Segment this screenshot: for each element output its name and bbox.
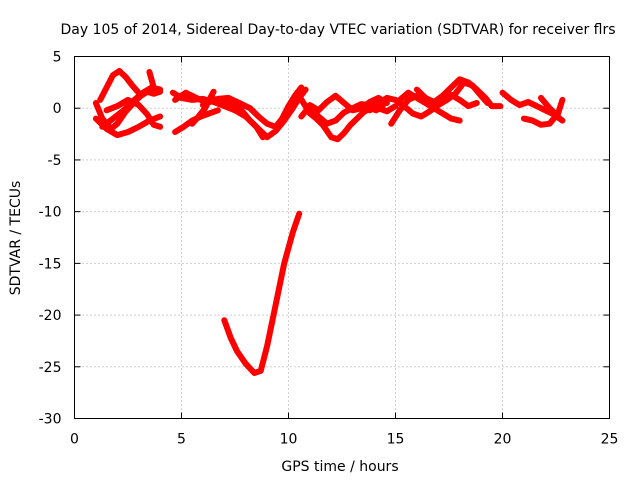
- x-tick-label: 0: [70, 432, 79, 448]
- chart-title: Day 105 of 2014, Sidereal Day-to-day VTE…: [60, 22, 615, 38]
- x-tick-label: 15: [387, 432, 405, 448]
- series-arc-19: [413, 76, 504, 110]
- y-tick-label: -30: [39, 412, 62, 428]
- series-arc-11: [199, 86, 309, 141]
- series-arc-12: [221, 210, 303, 376]
- y-tick-label: -20: [39, 308, 62, 324]
- axis-ticks: 0 5 10 15 20 25 5 0 -5 -10 -15 -20 -25 -30: [39, 50, 619, 448]
- y-tick-label: 0: [53, 101, 62, 117]
- series-arc-22: [538, 94, 562, 120]
- x-tick-label: 25: [601, 432, 619, 448]
- y-tick-label: -15: [39, 256, 62, 272]
- plot-frame: [74, 56, 610, 419]
- series-arc-5: [103, 96, 164, 130]
- y-tick-label: -10: [39, 205, 62, 221]
- series-arc-21: [520, 96, 566, 128]
- y-tick-label: 5: [53, 50, 62, 66]
- x-tick-label: 20: [494, 432, 512, 448]
- x-tick-label: 10: [280, 432, 298, 448]
- series-arc-18: [396, 89, 463, 124]
- series-arc-15: [306, 92, 390, 114]
- series-arc-8: [172, 84, 305, 130]
- y-tick-label: -5: [48, 153, 62, 169]
- x-axis-label: GPS time / hours: [281, 459, 398, 475]
- y-tick-label: -25: [39, 360, 62, 376]
- y-axis-label: SDTVAR / TECUs: [8, 181, 24, 296]
- x-tick-label: 5: [177, 432, 186, 448]
- series-arc-3: [97, 68, 142, 103]
- series-layer: [92, 68, 566, 376]
- series-arc-6: [146, 69, 159, 96]
